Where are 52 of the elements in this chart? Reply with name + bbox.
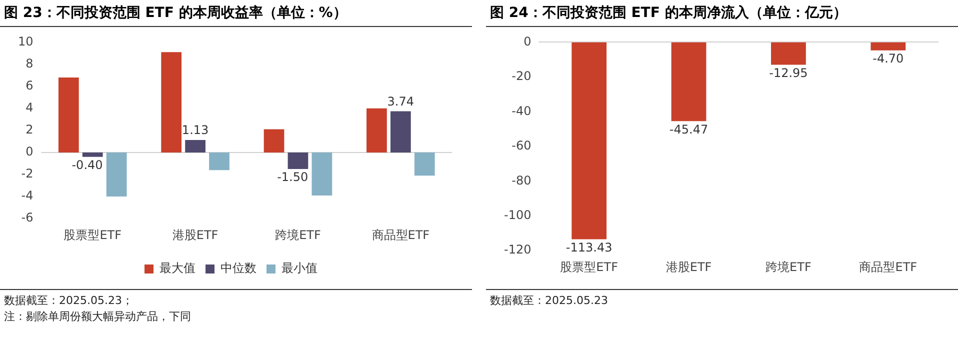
data-label: -45.47 (669, 122, 708, 136)
data-label: 1.13 (182, 123, 209, 138)
bar (209, 152, 230, 170)
y-tick-label: -100 (504, 208, 532, 222)
data-label: -113.43 (566, 240, 612, 254)
y-tick-label: 10 (18, 34, 34, 48)
y-tick-label: -60 (512, 138, 532, 153)
y-tick-label: -6 (21, 210, 34, 225)
y-tick-label: 0 (26, 144, 34, 159)
bar (82, 152, 103, 157)
text: 注：剔除单周份额大幅异动产品，下同 (4, 309, 192, 325)
data-label: -0.40 (72, 158, 103, 172)
bar (414, 152, 435, 176)
x-tick-label: 跨境ETF (766, 260, 812, 274)
text: 数据截至：2025.05.23 (490, 293, 609, 309)
bar (58, 77, 79, 152)
bar (106, 152, 127, 197)
data-label: -1.50 (277, 170, 308, 184)
data-label: -12.95 (769, 66, 808, 80)
x-tick-label: 跨境ETF (275, 228, 321, 242)
x-tick-label: 商品型ETF (372, 228, 430, 242)
bar (264, 129, 284, 152)
bar (288, 152, 308, 169)
data-label: -4.70 (872, 51, 904, 66)
bar (161, 52, 182, 152)
x-tick-label: 股票型ETF (560, 260, 618, 274)
x-tick-label: 港股ETF (666, 260, 712, 274)
bar (185, 140, 206, 152)
bar (366, 108, 387, 152)
legend-label: 最小值 (282, 261, 318, 276)
y-tick-label: 0 (524, 34, 532, 48)
chart-title: 图 23：不同投资范围 ETF 的本周收益率（单位：%） (0, 0, 472, 27)
x-tick-label: 股票型ETF (64, 228, 122, 242)
text: 数据截至：2025.05.23； (4, 293, 134, 309)
bar (390, 111, 411, 152)
chart-title: 图 24：不同投资范围 ETF 的本周净流入（单位：亿元） (486, 0, 958, 27)
y-tick-label: -20 (512, 69, 532, 84)
x-tick-label: 港股ETF (172, 228, 218, 242)
data-label: 3.74 (387, 94, 414, 108)
y-tick-label: 8 (26, 56, 34, 70)
x-tick-label: 商品型ETF (859, 260, 918, 274)
y-tick-label: -40 (512, 104, 532, 118)
y-tick-label: 6 (26, 78, 34, 92)
legend-label: 最大值 (160, 261, 196, 276)
legend-label: 中位数 (220, 261, 256, 276)
y-tick-label: 4 (26, 100, 34, 114)
y-tick-label: -2 (21, 166, 34, 181)
bar (312, 152, 332, 196)
y-tick-label: -80 (512, 173, 532, 188)
y-tick-label: -4 (21, 188, 34, 203)
y-tick-label: -120 (504, 242, 532, 257)
y-tick-label: 2 (26, 122, 34, 137)
